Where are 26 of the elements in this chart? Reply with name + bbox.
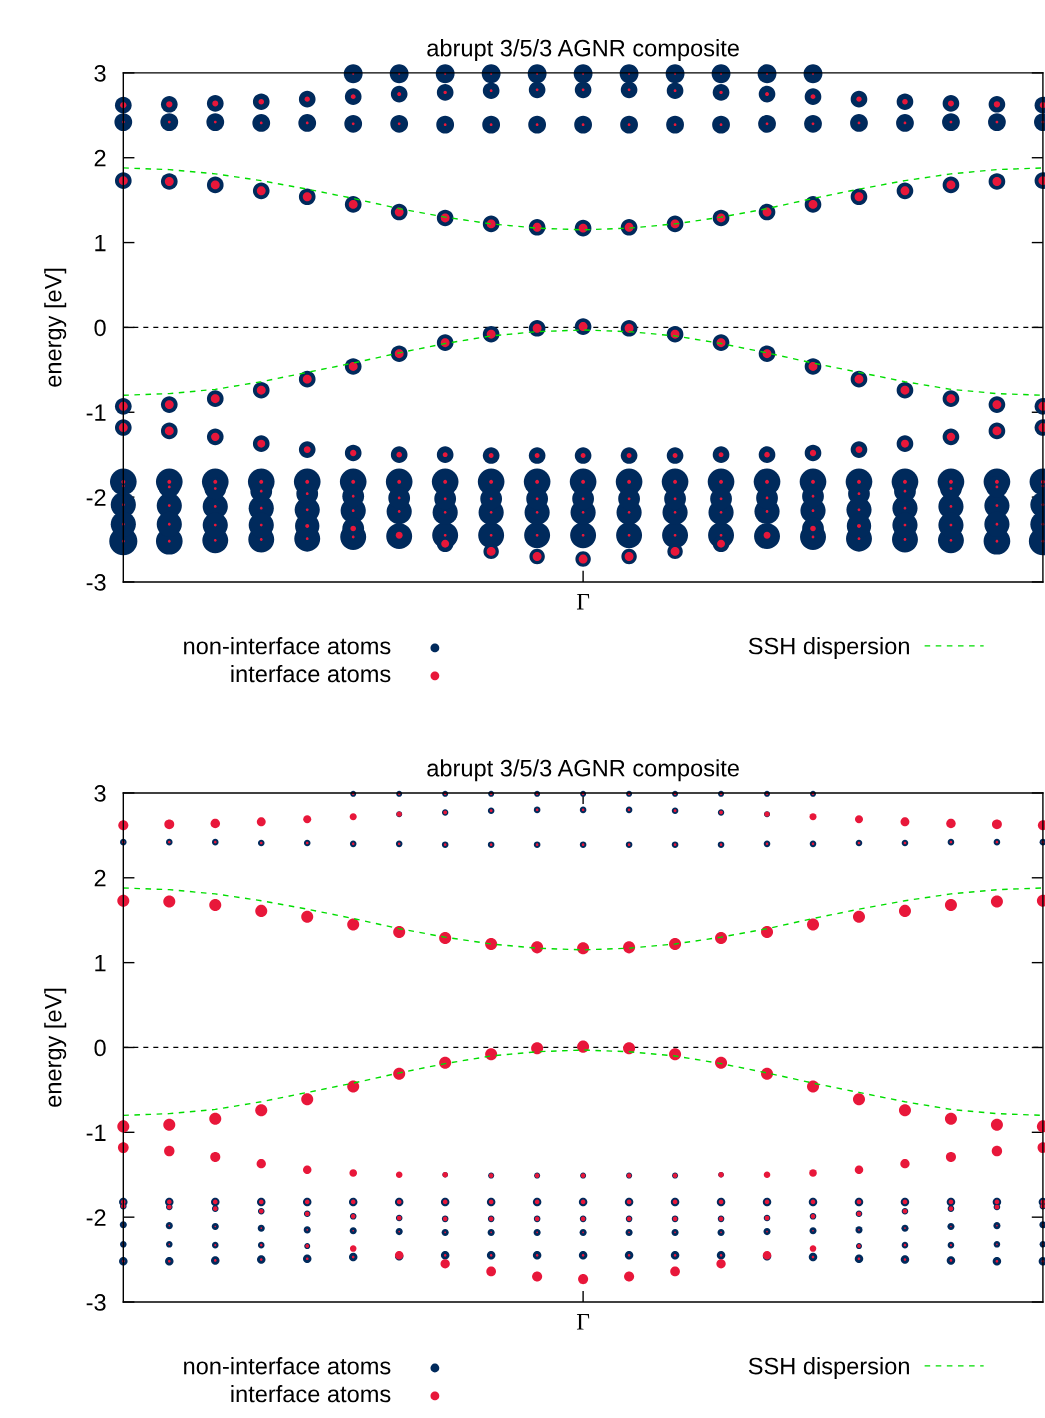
y-tick-label: 0 — [94, 319, 106, 337]
y-tick-label: -2 — [86, 1209, 106, 1226]
legend-label: SSH dispersion — [748, 637, 909, 660]
y-tick-label: -3 — [86, 1294, 106, 1311]
legend-label: non-interface atoms — [184, 637, 391, 655]
x-tick-label: Γ — [576, 593, 590, 610]
y-tick-label: 1 — [95, 954, 106, 972]
x-tick-label: Γ — [576, 1314, 590, 1330]
y-tick-label: 1 — [95, 234, 106, 252]
y-tick-label: 0 — [94, 1039, 106, 1057]
legend-label: interface atoms — [231, 1385, 391, 1403]
y-axis-title: energy [eV] — [44, 268, 67, 387]
chart-title: abrupt 3/5/3 AGNR composite — [427, 39, 739, 62]
y-tick-label: -1 — [86, 1124, 106, 1141]
y-tick-label: 3 — [94, 785, 106, 802]
legend-label: SSH dispersion — [748, 1357, 909, 1380]
y-tick-label: -1 — [86, 404, 106, 421]
y-tick-label: -3 — [86, 574, 106, 591]
chart-title: abrupt 3/5/3 AGNR composite — [427, 759, 739, 782]
y-tick-label: -2 — [86, 489, 106, 506]
legend-label: interface atoms — [231, 664, 391, 683]
y-axis-title: energy [eV] — [44, 988, 67, 1107]
legend-label: non-interface atoms — [184, 1357, 391, 1375]
y-tick-label: 3 — [94, 64, 106, 82]
y-tick-label: 2 — [94, 149, 106, 167]
y-tick-label: 2 — [94, 869, 106, 887]
